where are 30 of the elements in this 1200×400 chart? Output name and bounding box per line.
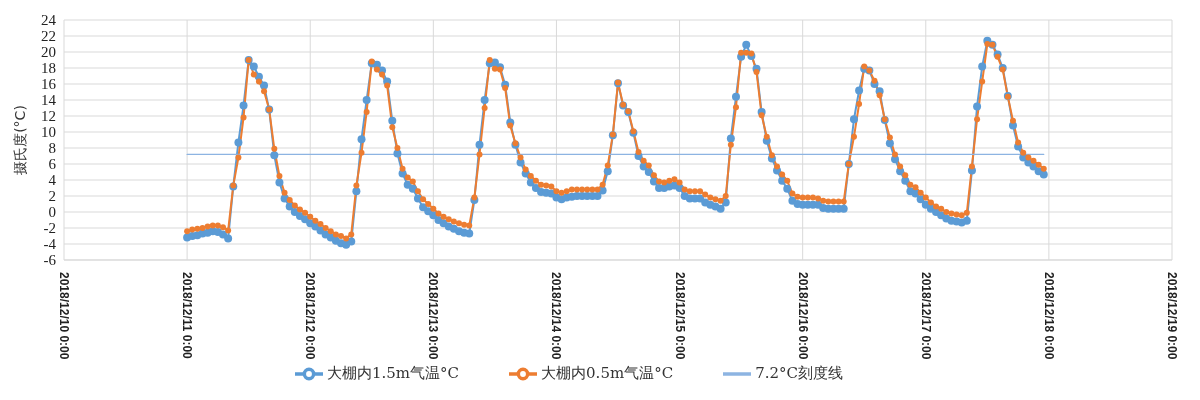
y-tick-label: 16	[41, 76, 57, 93]
x-tick-label: 2018/12/18 0:00	[1041, 272, 1056, 360]
y-tick-label: 4	[48, 172, 57, 189]
y-tick-label: 20	[41, 44, 56, 61]
y-tick-label: 12	[41, 108, 56, 125]
y-tick-label: 2	[48, 188, 56, 205]
legend-label: 7.2°C刻度线	[755, 364, 843, 382]
x-tick-label: 2018/12/13 0:00	[426, 272, 441, 360]
x-tick-label: 2018/12/10 0:00	[57, 272, 71, 360]
y-tick-label: 24	[41, 12, 57, 29]
x-tick-label: 2018/12/16 0:00	[795, 272, 810, 360]
x-tick-label: 2018/12/15 0:00	[672, 272, 687, 360]
x-tick-label: 2018/12/11 0:00	[180, 272, 195, 360]
y-tick-label: 14	[41, 92, 57, 109]
x-tick-label: 2018/12/17 0:00	[918, 272, 933, 360]
y-tick-label: 18	[41, 60, 56, 77]
y-axis-title: 摄氏度(°C)	[11, 105, 28, 175]
y-tick-label: 8	[48, 140, 56, 157]
y-tick-label: 0	[48, 204, 56, 221]
x-tick-label: 2018/12/19 0:00	[1165, 272, 1179, 360]
y-tick-label: -6	[43, 252, 57, 269]
y-tick-label: 6	[48, 156, 57, 173]
legend-label: 大棚内1.5m气温°C	[327, 364, 460, 382]
x-tick-label: 2018/12/14 0:00	[549, 272, 564, 360]
y-tick-label: 10	[41, 124, 56, 141]
y-tick-label: -4	[43, 236, 57, 253]
legend-label: 大棚内0.5m气温°C	[541, 364, 674, 382]
x-tick-label: 2018/12/12 0:00	[303, 272, 318, 360]
y-tick-label: -2	[43, 220, 56, 237]
y-tick-label: 22	[41, 28, 56, 45]
